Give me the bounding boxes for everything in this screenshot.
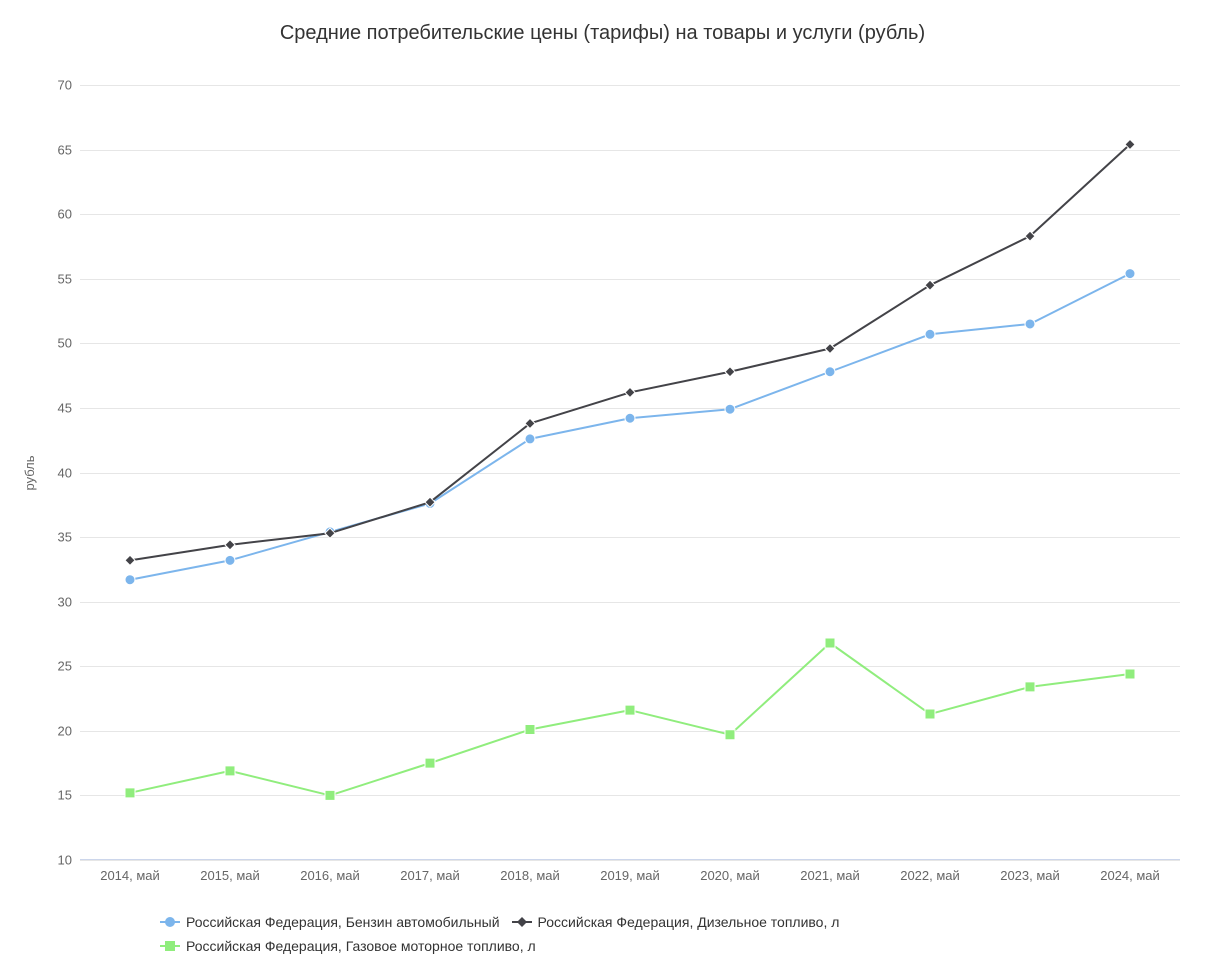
grid-line (80, 214, 1180, 215)
x-tick-label: 2021, май (800, 860, 860, 883)
x-tick-label: 2022, май (900, 860, 960, 883)
y-tick-label: 40 (58, 465, 80, 480)
x-tick-label: 2017, май (400, 860, 460, 883)
data-point[interactable] (925, 709, 935, 719)
legend-item[interactable]: Российская Федерация, Газовое моторное т… (160, 938, 536, 954)
legend: Российская Федерация, Бензин автомобильн… (0, 910, 1205, 958)
grid-line (80, 408, 1180, 409)
legend-item[interactable]: Российская Федерация, Дизельное топливо,… (512, 914, 840, 930)
data-point[interactable] (625, 705, 635, 715)
x-tick-label: 2014, май (100, 860, 160, 883)
chart-container: Средние потребительские цены (тарифы) на… (0, 0, 1205, 977)
data-point[interactable] (925, 280, 935, 290)
data-point[interactable] (925, 329, 935, 339)
data-point[interactable] (125, 555, 135, 565)
legend-marker-icon (512, 915, 532, 929)
legend-item-label: Российская Федерация, Бензин автомобильн… (186, 914, 500, 930)
x-tick-label: 2020, май (700, 860, 760, 883)
y-tick-label: 55 (58, 271, 80, 286)
data-point[interactable] (1125, 269, 1135, 279)
data-point[interactable] (225, 555, 235, 565)
series-line (130, 274, 1130, 580)
data-point[interactable] (125, 575, 135, 585)
data-point[interactable] (425, 497, 435, 507)
y-tick-label: 15 (58, 788, 80, 803)
data-point[interactable] (525, 725, 535, 735)
grid-line (80, 343, 1180, 344)
data-point[interactable] (825, 638, 835, 648)
data-point[interactable] (225, 540, 235, 550)
y-tick-label: 45 (58, 400, 80, 415)
grid-line (80, 602, 1180, 603)
y-axis-title: рубль (22, 455, 37, 490)
series-line (130, 144, 1130, 560)
y-tick-label: 60 (58, 207, 80, 222)
data-point[interactable] (725, 404, 735, 414)
y-tick-label: 70 (58, 78, 80, 93)
grid-line (80, 795, 1180, 796)
data-point[interactable] (825, 344, 835, 354)
x-tick-label: 2023, май (1000, 860, 1060, 883)
plot-area: 101520253035404550556065702014, май2015,… (80, 85, 1180, 860)
legend-marker-icon (160, 915, 180, 929)
x-tick-label: 2015, май (200, 860, 260, 883)
data-point[interactable] (1025, 682, 1035, 692)
data-point[interactable] (525, 434, 535, 444)
y-tick-label: 30 (58, 594, 80, 609)
data-point[interactable] (625, 387, 635, 397)
y-tick-label: 25 (58, 659, 80, 674)
data-point[interactable] (625, 413, 635, 423)
legend-item-label: Российская Федерация, Газовое моторное т… (186, 938, 536, 954)
x-tick-label: 2024, май (1100, 860, 1160, 883)
y-tick-label: 10 (58, 853, 80, 868)
grid-line (80, 537, 1180, 538)
y-tick-label: 65 (58, 142, 80, 157)
data-point[interactable] (825, 367, 835, 377)
grid-line (80, 150, 1180, 151)
grid-line (80, 85, 1180, 86)
grid-line (80, 666, 1180, 667)
data-point[interactable] (425, 499, 435, 509)
x-tick-label: 2018, май (500, 860, 560, 883)
chart-title: Средние потребительские цены (тарифы) на… (0, 22, 1205, 45)
data-point[interactable] (1025, 319, 1035, 329)
y-tick-label: 20 (58, 723, 80, 738)
data-point[interactable] (1125, 669, 1135, 679)
y-tick-label: 35 (58, 530, 80, 545)
grid-line (80, 473, 1180, 474)
grid-line (80, 731, 1180, 732)
x-tick-label: 2016, май (300, 860, 360, 883)
x-tick-label: 2019, май (600, 860, 660, 883)
y-tick-label: 50 (58, 336, 80, 351)
legend-item-label: Российская Федерация, Дизельное топливо,… (538, 914, 840, 930)
data-point[interactable] (1025, 231, 1035, 241)
data-point[interactable] (225, 766, 235, 776)
data-point[interactable] (725, 367, 735, 377)
data-point[interactable] (525, 418, 535, 428)
data-point[interactable] (325, 527, 335, 537)
data-point[interactable] (1125, 139, 1135, 149)
grid-line (80, 279, 1180, 280)
legend-marker-icon (160, 939, 180, 953)
data-point[interactable] (425, 758, 435, 768)
legend-item[interactable]: Российская Федерация, Бензин автомобильн… (160, 914, 500, 930)
